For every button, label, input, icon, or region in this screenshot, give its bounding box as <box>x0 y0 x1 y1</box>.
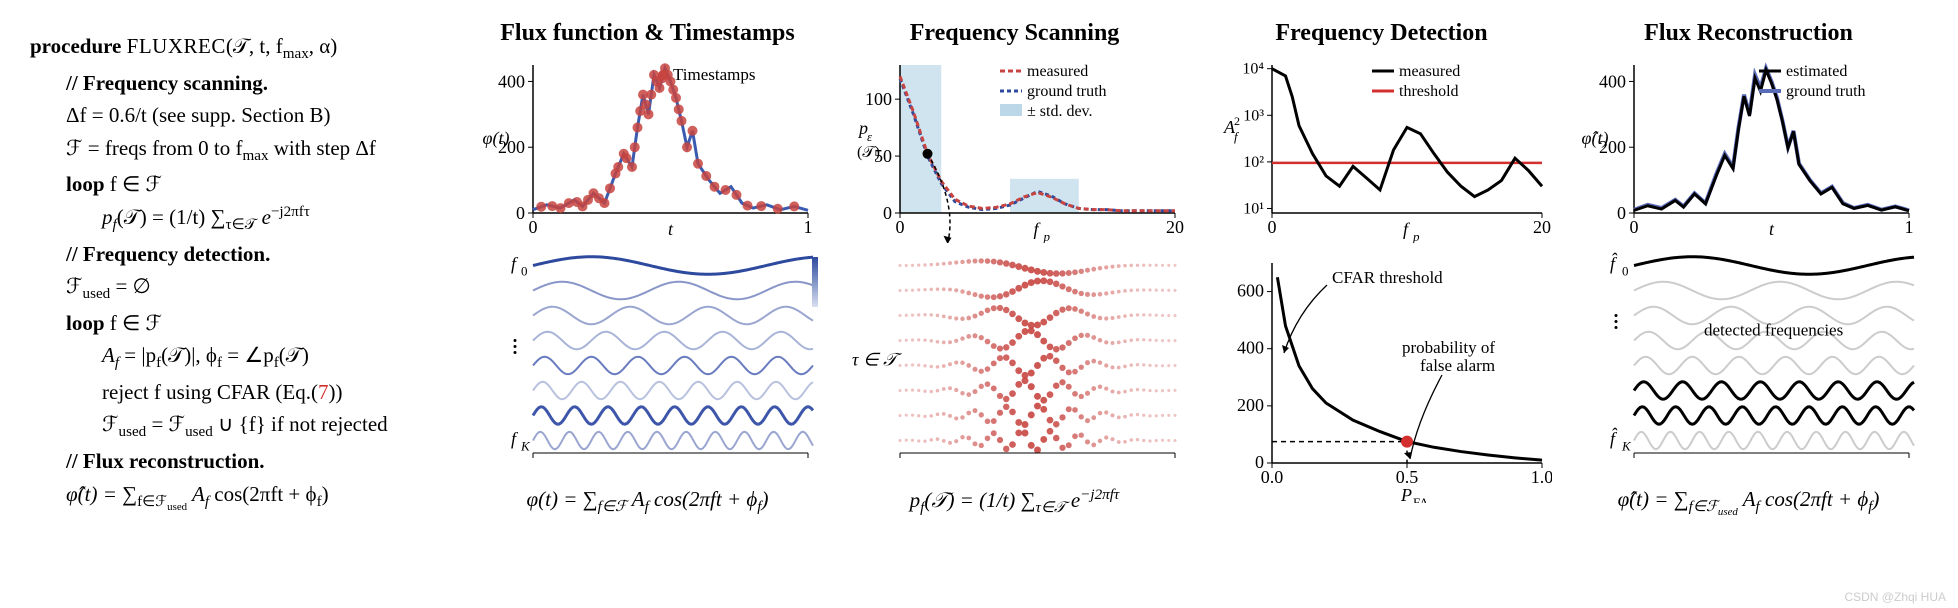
svg-text:φ̂(t): φ̂(t) <box>1581 128 1608 149</box>
panel-flux-recon: Flux Reconstruction 020040001tφ̂(t)estim… <box>1569 20 1928 588</box>
svg-text:ground truth: ground truth <box>1027 83 1107 100</box>
svg-text:f̂: f̂ <box>1610 428 1618 449</box>
svg-text:10²: 10² <box>1243 154 1264 171</box>
svg-text:20: 20 <box>1533 217 1551 237</box>
svg-text:0: 0 <box>1622 264 1629 279</box>
panel2-title: Frequency Scanning <box>910 20 1120 47</box>
svg-text:FA: FA <box>1413 495 1429 503</box>
svg-text:measured: measured <box>1399 63 1460 80</box>
svg-text:200: 200 <box>1237 395 1264 415</box>
svg-text:0: 0 <box>895 217 904 237</box>
svg-text:ground truth: ground truth <box>1786 83 1866 100</box>
panel4-title: Flux Reconstruction <box>1644 20 1853 47</box>
svg-text:0: 0 <box>1267 217 1276 237</box>
svg-text:measured: measured <box>1027 63 1088 80</box>
proc-kw: procedure <box>30 34 121 58</box>
panel1-title: Flux function & Timestamps <box>500 20 794 47</box>
figure-panels: Flux function & Timestamps 020040001tφ(t… <box>468 20 1928 588</box>
panel2-waves: τ ∈ 𝒯 <box>845 243 1185 483</box>
svg-text:0: 0 <box>1617 203 1626 223</box>
svg-text:0: 0 <box>516 203 525 223</box>
panel4-waves: f̂0f̂Kdetected frequencies <box>1579 243 1919 483</box>
svg-text:0.5: 0.5 <box>1395 467 1418 487</box>
svg-text:± std. dev.: ± std. dev. <box>1027 103 1093 120</box>
panel3-title: Frequency Detection <box>1275 20 1487 47</box>
svg-text:τ ∈ 𝒯: τ ∈ 𝒯 <box>852 350 902 370</box>
svg-text:1: 1 <box>1904 217 1913 237</box>
panel4-chart: 020040001tφ̂(t)estimatedground truth <box>1579 53 1919 243</box>
svg-text:1: 1 <box>803 217 812 237</box>
svg-text:t: t <box>1768 219 1774 239</box>
svg-text:100: 100 <box>865 89 892 109</box>
svg-text:threshold: threshold <box>1399 83 1459 100</box>
svg-text:p: p <box>1412 229 1420 243</box>
eq-ref: 7 <box>318 380 329 404</box>
svg-text:600: 600 <box>1237 281 1264 301</box>
svg-text:400: 400 <box>1599 71 1626 91</box>
svg-text:20: 20 <box>1166 217 1184 237</box>
svg-text:400: 400 <box>1237 338 1264 358</box>
svg-text:10³: 10³ <box>1243 107 1264 124</box>
panel3-chart-bot: 02004006000.00.51.0PFACFAR thresholdprob… <box>1212 243 1552 503</box>
comment-3: // Flux reconstruction. <box>66 449 265 473</box>
svg-text:0: 0 <box>528 217 537 237</box>
svg-text:K: K <box>520 439 531 454</box>
svg-text:CFAR threshold: CFAR threshold <box>1332 268 1443 287</box>
svg-text:detected frequencies: detected frequencies <box>1704 321 1843 340</box>
panel-freq-detection: Frequency Detection 10¹10²10³10⁴020fpA2f… <box>1202 20 1561 588</box>
panel2-chart: 050100020fppε(𝒯)measuredground truth± st… <box>845 53 1185 243</box>
svg-text:0: 0 <box>883 203 892 223</box>
panel1-chart: 020040001tφ(t)Timestamps <box>478 53 818 243</box>
watermark: CSDN @Zhqi HUA <box>1844 590 1946 604</box>
svg-text:2: 2 <box>1234 114 1240 128</box>
panel2-caption: pf(𝒯) = (1/t) ∑τ∈𝒯 e−j2πfτ <box>910 487 1120 517</box>
svg-text:f: f <box>1234 129 1240 144</box>
svg-text:10¹: 10¹ <box>1243 200 1264 217</box>
svg-text:10⁴: 10⁴ <box>1242 61 1264 78</box>
pseudocode-block: procedure FLUXREC(𝒯, t, fmax, α) // Freq… <box>30 20 450 588</box>
svg-text:t: t <box>667 219 673 239</box>
svg-text:P: P <box>1400 485 1412 503</box>
svg-text:1.0: 1.0 <box>1530 467 1551 487</box>
svg-text:0.0: 0.0 <box>1260 467 1283 487</box>
svg-text:estimated: estimated <box>1786 63 1847 80</box>
comment-2: // Frequency detection. <box>66 242 270 266</box>
panel-flux-function: Flux function & Timestamps 020040001tφ(t… <box>468 20 827 588</box>
svg-text:f̂: f̂ <box>1610 253 1618 274</box>
svg-text:400: 400 <box>498 71 525 91</box>
svg-text:f: f <box>1033 219 1041 239</box>
svg-text:f: f <box>511 429 519 449</box>
svg-text:probability of: probability of <box>1402 338 1495 357</box>
svg-text:0: 0 <box>1629 217 1638 237</box>
proc-name: FLUXREC <box>127 34 226 58</box>
svg-text:φ(t): φ(t) <box>482 128 509 149</box>
svg-text:f: f <box>1403 219 1411 239</box>
svg-text:p: p <box>1042 229 1050 243</box>
svg-text:0: 0 <box>521 264 528 279</box>
svg-text:f: f <box>511 254 519 274</box>
svg-text:false alarm: false alarm <box>1420 356 1495 375</box>
svg-text:Timestamps: Timestamps <box>673 65 756 84</box>
svg-text:ε: ε <box>867 129 873 144</box>
svg-text:(𝒯): (𝒯) <box>857 144 880 161</box>
svg-text:K: K <box>1621 439 1632 454</box>
panel-freq-scanning: Frequency Scanning 050100020fppε(𝒯)measu… <box>835 20 1194 588</box>
panel3-chart-top: 10¹10²10³10⁴020fpA2fmeasuredthreshold <box>1212 53 1552 243</box>
comment-1: // Frequency scanning. <box>66 71 268 95</box>
panel1-waves: f0fKAk <box>478 243 818 483</box>
panel1-caption: φ(t) = ∑f∈ℱ Af cos(2πft + ϕf) <box>527 487 769 516</box>
panel4-caption: φ̂(t) = ∑f∈ℱused Af cos(2πft + ϕf) <box>1618 487 1880 518</box>
